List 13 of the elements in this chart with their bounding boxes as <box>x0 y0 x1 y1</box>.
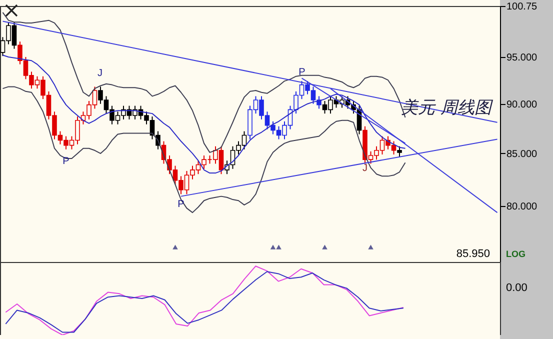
text: LOG <box>506 249 526 259</box>
y-tick-label: 85.000 <box>506 148 538 160</box>
annotation: J <box>98 68 102 79</box>
y-tick-label: 90.000 <box>506 99 538 110</box>
y-tick-label: 95.000 <box>506 52 538 64</box>
text: 0.00 <box>506 282 528 294</box>
annotation: 85.950 <box>456 248 490 260</box>
y-tick-label: 80.000 <box>506 202 538 213</box>
annotation: J <box>362 163 368 174</box>
annotation: P <box>298 67 306 78</box>
y-tick-label: 100.75 <box>506 2 538 12</box>
annotation: P <box>178 199 185 210</box>
annotation: P <box>62 156 70 167</box>
